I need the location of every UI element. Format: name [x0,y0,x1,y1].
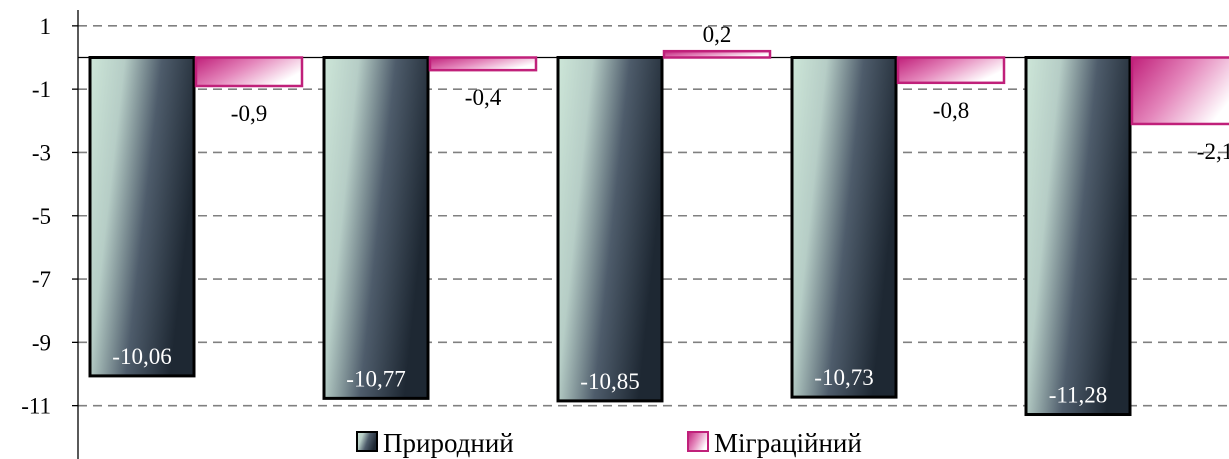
bar-natural [88,56,196,378]
y-tick-label: -11 [21,394,51,419]
y-tick-label: -9 [32,330,51,355]
legend-label-natural: Природний [383,428,514,458]
legend-label-migration: Міграційний [714,428,862,458]
bar-migration [194,56,304,88]
bar-migration [896,56,1006,85]
legend-swatch-migration [687,431,709,452]
bar-migration [428,56,538,72]
data-label-migration: -0,4 [465,85,502,110]
y-tick-label: -7 [32,267,51,292]
legend-swatch-natural [356,431,378,452]
bar-natural [1024,56,1132,417]
bar-migration [1130,56,1229,126]
y-tick-label: -3 [32,140,51,165]
bars [88,49,1229,417]
bar-natural [322,56,430,400]
data-label-migration: -2,1 [1197,139,1229,164]
data-label-natural: -10,73 [814,365,873,390]
legend: Природний Міграційний [356,428,862,458]
y-tick-label: 1 [40,14,52,39]
bar-natural [556,56,664,403]
data-label-natural: -10,77 [346,366,405,391]
data-label-migration: -0,9 [231,101,267,126]
data-label-natural: -10,06 [112,344,171,369]
y-tick-label: -1 [32,77,51,102]
y-tick-label: -5 [32,204,51,229]
data-label-natural: -10,85 [580,369,639,394]
data-label-migration: -0,8 [933,98,969,123]
data-label-migration: 0,2 [703,22,732,47]
data-label-natural: -11,28 [1049,383,1108,408]
bar-migration [662,49,772,59]
data-labels: -10,06 -10,77 -10,85 -10,73 -11,28 -0,9 -0,4 0,… [112,22,1229,407]
bar-natural [790,56,898,399]
